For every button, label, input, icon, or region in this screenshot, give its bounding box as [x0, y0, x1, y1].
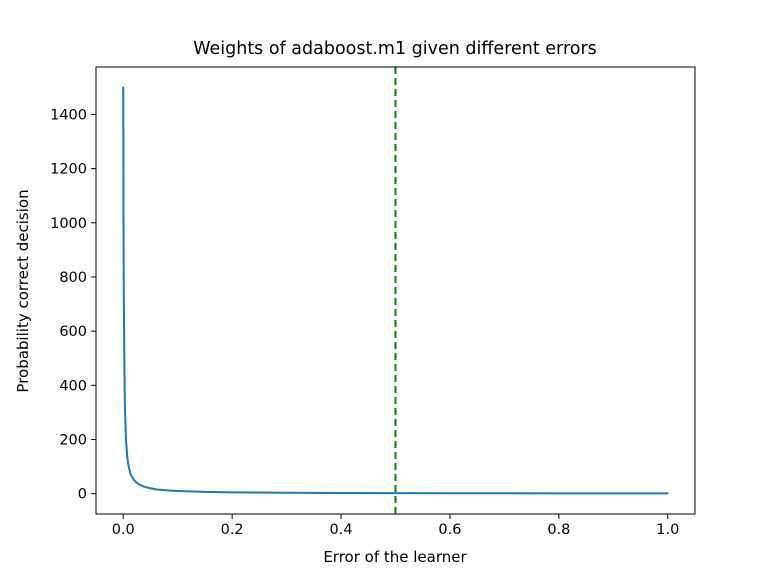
- axes-frame: [95, 66, 696, 515]
- x-tick-label: 0.0: [112, 522, 135, 538]
- y-tick-label: 0: [78, 487, 87, 503]
- x-tick-label: 1.0: [656, 522, 679, 538]
- series-line-0: [122, 86, 669, 495]
- y-tick-label: 200: [59, 433, 87, 449]
- y-tick-label: 1400: [50, 107, 87, 123]
- y-tick-label: 400: [59, 378, 87, 394]
- y-tick-label: 600: [59, 324, 87, 340]
- y-axis-label: Probability correct decision: [14, 189, 32, 392]
- x-tick-label: 0.6: [438, 522, 461, 538]
- y-tick-label: 1200: [50, 162, 87, 178]
- x-tick-label: 0.4: [330, 522, 353, 538]
- y-tick-label: 800: [59, 270, 87, 286]
- chart-title: Weights of adaboost.m1 given different e…: [193, 39, 597, 59]
- y-tick-label: 1000: [50, 216, 87, 232]
- x-tick-label: 0.8: [547, 522, 570, 538]
- x-tick-label: 0.2: [221, 522, 244, 538]
- x-axis-label: Error of the learner: [323, 548, 467, 566]
- plot-area: 0.0 0.2 0.4 0.6 0.8 1.0 0 200 400 600 800 1000 1200 1…: [50, 66, 696, 538]
